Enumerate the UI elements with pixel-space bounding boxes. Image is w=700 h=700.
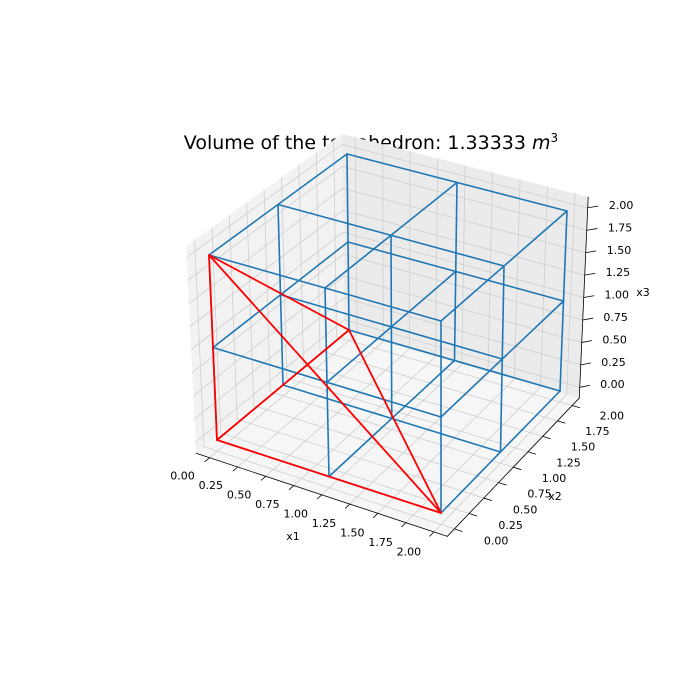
gridline [186,144,343,258]
z-tick-label: 1.00 [605,289,630,302]
x-tick-label: 1.50 [340,526,365,539]
tetrahedron-edges [208,254,442,514]
z-tick [582,317,594,321]
pane-x [186,134,345,454]
y-tick [527,451,536,455]
axes-ticks: 0.000.250.500.751.001.251.501.752.000.00… [170,199,633,558]
tetrahedron-edge [216,329,350,441]
x-tick [316,494,323,500]
z-tick-label: 1.50 [607,244,632,257]
z-tick [587,205,599,209]
y-tick-label: 0.25 [498,519,523,532]
tetrahedron-edge [208,254,350,331]
cube-edge-z [559,210,568,392]
x-tick-label: 1.75 [368,536,393,549]
gridline [341,144,589,209]
tetrahedron-edge [208,254,442,514]
x-tick-label: 1.25 [312,517,337,530]
y-tick [557,420,566,424]
z-tick-label: 0.75 [603,311,628,324]
gridline [319,350,558,422]
gridline [336,336,573,406]
z-tick-label: 0.25 [601,356,626,369]
y-tick-label: 0.00 [484,535,509,548]
tetrahedron-edge [348,329,442,514]
tetrahedron-edge [216,439,442,514]
y-tick-label: 0.50 [513,503,538,516]
z-tick [585,250,597,254]
x-tick-label: 0.25 [199,479,224,492]
z-tick-label: 0.50 [602,333,627,346]
y-tick [571,405,580,409]
cube-edge-y [324,181,458,289]
z-tick-label: 1.75 [608,221,633,234]
z-tick [583,295,595,298]
x-axis-label: x1 [286,530,300,543]
x-tick-label: 0.75 [255,498,280,511]
x-tick [232,466,239,472]
z-tick-label: 2.00 [609,199,634,212]
gridline [566,193,576,395]
tetrahedron-edge [208,254,218,441]
x-tick [429,531,435,537]
cube-edge-z [499,265,505,453]
x-tick [288,485,295,490]
x-tick [401,522,407,528]
x-tick [373,512,379,518]
y-tick [512,466,522,470]
cube-edge-x [347,241,565,302]
x-tick-label: 0.00 [170,469,195,482]
cube-edge-y [440,210,568,322]
cube-edge-z [390,234,393,420]
y-tick-label: 1.75 [585,425,610,438]
z-tick [579,385,590,388]
z-axis-label: x3 [636,286,650,299]
x-tick [260,475,267,481]
gridline [341,166,588,231]
z-tick [580,362,592,366]
x-tick [204,457,210,463]
y-tick [542,435,551,439]
x-tick-label: 2.00 [397,546,422,559]
y-tick [498,482,507,486]
z-tick-label: 1.25 [606,266,631,279]
y-tick [454,528,463,532]
y-axis-label: x2 [548,490,562,503]
y-tick-label: 1.25 [556,456,581,469]
y-tick-label: 2.00 [600,409,625,422]
z-tick [586,228,598,231]
gridline [333,139,337,338]
z-tick-label: 0.00 [600,378,625,391]
y-tick [483,497,492,501]
z-tick [584,272,596,276]
y-tick-label: 0.75 [527,488,552,501]
x-tick-label: 1.00 [283,507,308,520]
y-tick [468,513,478,517]
y-tick-label: 1.50 [571,441,596,454]
y-tick-label: 1.00 [542,472,567,485]
x-tick [345,503,351,509]
z-tick [581,340,593,343]
gridline [433,394,568,533]
x-tick-label: 0.50 [227,488,252,501]
cube-edge-x [346,153,568,212]
cube-edge-x [348,329,561,392]
